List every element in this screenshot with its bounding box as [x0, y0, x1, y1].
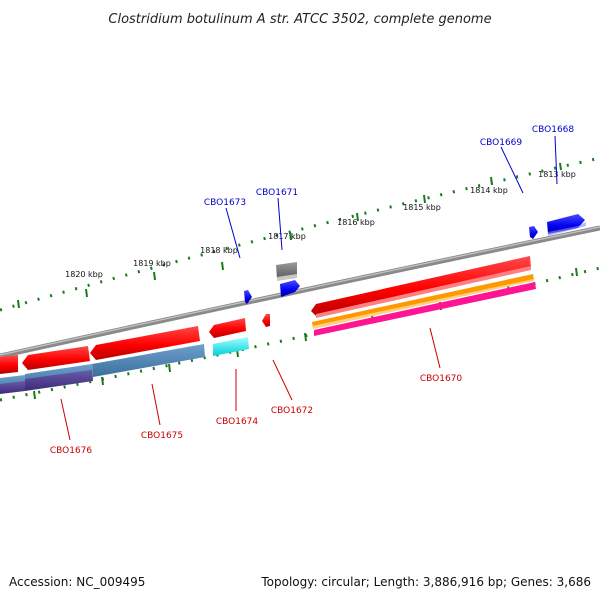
feature-cbo1675[interactable] [90, 326, 205, 377]
gene-label[interactable]: CBO1674 [216, 417, 259, 427]
gene-label[interactable]: CBO1670 [420, 374, 463, 384]
feature-cbo1670[interactable] [311, 256, 536, 336]
feature-cbo1676[interactable] [0, 346, 93, 394]
feature-gray-gene[interactable] [276, 262, 297, 281]
kbp-label: 1814 kbp [470, 186, 508, 195]
kbp-label: 1818 kbp [200, 246, 238, 255]
feature-cbo1672[interactable] [262, 314, 270, 327]
genome-backbone [0, 225, 600, 359]
accession-text: Accession: NC_009495 [9, 575, 145, 589]
kbp-label: 1815 kbp [403, 203, 441, 212]
kbp-label: 1817 kbp [268, 232, 306, 241]
gene-label[interactable]: CBO1675 [141, 431, 183, 441]
gene-label[interactable]: CBO1671 [256, 188, 298, 198]
kbp-label: 1820 kbp [65, 270, 103, 279]
map-title: Clostridium botulinum A str. ATCC 3502, … [108, 12, 491, 27]
gene-label[interactable]: CBO1669 [480, 138, 523, 148]
topology-text: Topology: circular; Length: 3,886,916 bp… [260, 575, 591, 589]
kbp-label: 1816 kbp [337, 218, 375, 227]
kbp-label: 1819 kbp [133, 259, 171, 268]
gene-label[interactable]: CBO1672 [271, 406, 313, 416]
gene-labels-lower: CBO1670 CBO1672 CBO1674 CBO1675 CBO1676 [50, 374, 463, 456]
feature-cbo1674[interactable] [209, 318, 249, 356]
feature-cbo1673[interactable] [244, 290, 252, 304]
outer-major-ticks [17, 162, 562, 309]
gene-label[interactable]: CBO1676 [50, 446, 93, 456]
gene-label[interactable]: CBO1673 [204, 198, 246, 208]
gene-label[interactable]: CBO1668 [532, 125, 575, 135]
kbp-scale-labels: 1813 kbp 1814 kbp 1815 kbp 1816 kbp 1817… [65, 170, 576, 279]
feature-cbo1668[interactable] [547, 214, 586, 236]
feature-cbo1669[interactable] [529, 226, 538, 239]
gene-labels-upper: CBO1668 CBO1669 CBO1671 CBO1673 [204, 125, 575, 208]
leader-lines [60, 135, 558, 441]
feature-cbo1671[interactable] [280, 280, 300, 297]
